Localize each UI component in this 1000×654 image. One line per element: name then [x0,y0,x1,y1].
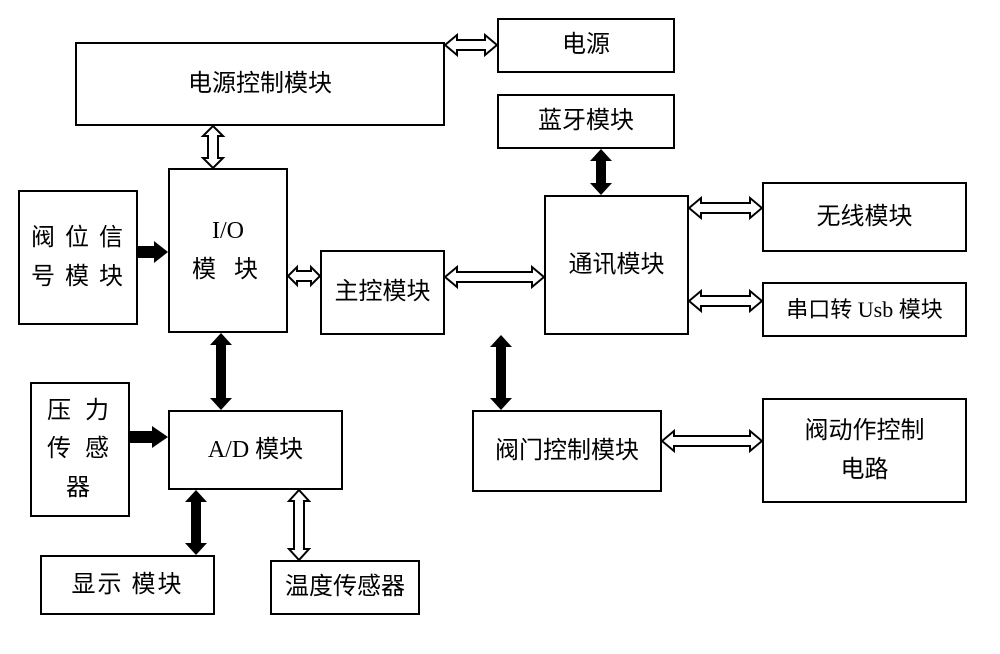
arrow-comm-serial [689,286,762,316]
node-power-ctrl: 电源控制模块 [75,42,445,126]
node-label-line: I/O [212,212,244,250]
node-label-line: 电路 [841,451,889,489]
node-label: 无线模块 [817,198,913,236]
node-comm: 通讯模块 [544,195,689,335]
node-label-line: 阀动作控制 [805,412,925,450]
node-label: A/D 模块 [208,431,303,469]
arrow-io-power-ctrl [198,126,228,168]
node-label: 电源 [562,26,610,64]
node-label: 显示 模块 [72,566,184,604]
node-label: 通讯模块 [569,246,665,284]
node-serial-usb: 串口转 Usb 模块 [762,282,967,337]
node-label-line: 模 块 [192,251,264,289]
arrow-main-valve-ctrl [486,335,516,410]
node-valve-circuit: 阀动作控制 电路 [762,398,967,503]
arrow-power-ctrl-power [445,30,497,60]
arrow-io-main [288,262,320,290]
arrow-io-ad [206,333,236,410]
node-label: 温度传感器 [285,568,405,606]
node-label-line: 号 模 块 [31,258,125,296]
node-label-line: 传 感 [47,430,113,468]
arrow-comm-wireless [689,193,762,223]
node-label-line: 器 [66,469,94,507]
node-power: 电源 [497,18,675,73]
node-io: I/O 模 块 [168,168,288,333]
node-valve-ctrl: 阀门控制模块 [472,410,662,492]
node-label: 主控模块 [335,273,431,311]
node-display: 显示 模块 [40,555,215,615]
node-label: 蓝牙模块 [538,102,634,140]
node-label: 电源控制模块 [188,65,332,103]
arrow-ad-display [181,490,211,555]
arrow-bluetooth-comm [586,149,616,195]
arrow-valve-ctrl-circuit [662,426,762,456]
node-label-line: 阀 位 信 [31,219,125,257]
node-pressure: 压 力 传 感 器 [30,382,130,517]
node-valve-signal: 阀 位 信 号 模 块 [18,190,138,325]
arrow-main-comm [445,262,544,292]
node-label: 阀门控制模块 [495,432,639,470]
arrow-ad-temperature [284,490,314,560]
node-bluetooth: 蓝牙模块 [497,94,675,149]
node-temperature: 温度传感器 [270,560,420,615]
node-label: 串口转 Usb 模块 [786,292,942,327]
arrow-pressure-ad [130,422,168,452]
node-main-ctrl: 主控模块 [320,250,445,335]
node-wireless: 无线模块 [762,182,967,252]
node-ad: A/D 模块 [168,410,343,490]
node-label-line: 压 力 [47,392,113,430]
arrow-valve-signal-io [138,237,168,267]
diagram-canvas: 电源 电源控制模块 蓝牙模块 阀 位 信 号 模 块 I/O 模 块 主控模块 … [0,0,1000,654]
